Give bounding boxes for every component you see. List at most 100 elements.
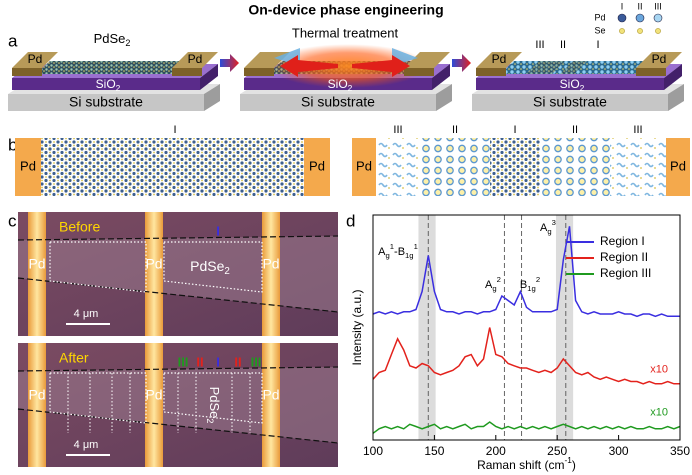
region-label: I xyxy=(513,124,516,136)
si-substrate-side xyxy=(204,84,220,111)
peak-label-part: 1 xyxy=(414,242,418,251)
pd-label: Pd xyxy=(262,256,279,272)
pd-pad-top xyxy=(244,52,290,68)
x-tick-label: 150 xyxy=(424,444,444,458)
region-label: II xyxy=(196,354,203,369)
legend-pd-atom xyxy=(635,13,645,23)
legend-label: Region I xyxy=(600,234,645,248)
material-label-part: PdSe xyxy=(207,387,222,419)
electrode-stripe xyxy=(145,343,163,467)
peak-label-part: 1 xyxy=(390,242,394,251)
shaded-band xyxy=(418,215,436,440)
pd-label: Pd xyxy=(492,52,507,66)
scale-factor-label: x10 xyxy=(650,406,668,418)
scale-bar-label: 4 μm xyxy=(74,439,99,451)
region-label: I xyxy=(173,124,176,136)
lattice xyxy=(15,138,330,196)
sio2-label-part: 2 xyxy=(580,83,585,93)
substrate-label: Si substrate xyxy=(533,94,607,110)
phase-zone xyxy=(376,138,420,196)
peak-label-part: g xyxy=(385,251,389,260)
legend-row: Se xyxy=(594,25,605,35)
pd-label: Pd xyxy=(28,52,43,66)
si-substrate xyxy=(8,94,204,111)
region-label: III xyxy=(535,39,544,51)
pd-label: Pd xyxy=(262,387,279,403)
x-axis-title: Raman shift (cm-1) xyxy=(477,455,576,472)
legend-se-atom xyxy=(637,28,643,34)
material-label: PdSe2 xyxy=(205,387,222,424)
legend-label: Region II xyxy=(600,250,648,264)
peak-label-part: A xyxy=(378,246,386,258)
region-label: III xyxy=(251,354,262,369)
legend-row: Pd xyxy=(594,12,605,22)
pd-pad-front xyxy=(12,68,42,76)
region-label: III xyxy=(178,354,189,369)
flake-edge xyxy=(17,235,339,241)
y-axis-title: Intensity (a.u.) xyxy=(350,289,364,365)
heat-arrow xyxy=(352,55,410,77)
substrate-label: Si substrate xyxy=(69,94,143,110)
peak-label-part: g xyxy=(547,227,551,236)
pd-label: Pd xyxy=(28,256,45,272)
material-label-part: PdSe xyxy=(190,258,224,274)
phase-zone xyxy=(610,138,666,196)
pd-electrode xyxy=(666,138,690,196)
material-label-part: PdSe xyxy=(94,31,126,46)
region-label: III xyxy=(633,124,642,136)
region-label: II xyxy=(452,124,458,136)
material-label-part: 2 xyxy=(205,418,215,423)
electrode-stripe xyxy=(28,212,46,336)
sio2-label-part: 2 xyxy=(348,83,353,93)
peak-label: Ag1-B1g1 xyxy=(378,242,418,260)
peak-label-part: A xyxy=(485,279,493,291)
phase-region xyxy=(526,61,565,74)
x-axis-title-part: Raman shift (cm xyxy=(477,458,564,472)
region-label: II xyxy=(560,39,566,51)
sio2-label: SiO2 xyxy=(96,77,121,93)
panel-label: b xyxy=(8,135,17,154)
pd-electrode xyxy=(352,138,376,196)
x-tick-label: 350 xyxy=(670,444,690,458)
spectrum-line xyxy=(372,421,681,434)
pd-label: Pd xyxy=(145,256,162,272)
region-label: II xyxy=(234,354,241,369)
pd-label: Pd xyxy=(28,387,45,403)
si-substrate-side xyxy=(436,84,452,111)
pdse2-film xyxy=(36,61,198,74)
electrode-stripe xyxy=(262,343,280,467)
pd-pad-top xyxy=(404,52,450,68)
legend-se-atom xyxy=(655,28,661,34)
spectrum-line xyxy=(372,327,680,385)
pd-pad-front xyxy=(404,68,434,76)
x-tick-label: 250 xyxy=(547,444,567,458)
sio2-label-part: SiO xyxy=(560,77,580,91)
process-arrow xyxy=(220,54,239,72)
channel-outline xyxy=(163,372,263,424)
x-tick-label: 200 xyxy=(486,444,506,458)
sio2-layer xyxy=(12,78,200,90)
substrate-label: Si substrate xyxy=(301,94,375,110)
x-tick-label: 100 xyxy=(363,444,383,458)
material-label: PdSe2 xyxy=(190,258,230,277)
peak-label-part: g xyxy=(492,284,496,293)
pd-pad-top xyxy=(636,52,682,68)
x-axis-title-part: ) xyxy=(572,458,576,472)
phase-zone xyxy=(490,138,540,196)
electrode-stripe xyxy=(145,212,163,336)
pd-pad-top xyxy=(476,52,522,68)
heat-glow xyxy=(268,44,428,88)
material-label-part: 2 xyxy=(224,266,229,277)
sio2-label-part: 2 xyxy=(116,83,121,93)
pd-pad-top xyxy=(12,52,58,68)
legend-column: III xyxy=(654,1,662,11)
sio2-label-part: SiO xyxy=(328,77,348,91)
shaded-band xyxy=(555,215,574,440)
peak-label-part: 3 xyxy=(552,218,556,227)
sio2-label: SiO2 xyxy=(560,77,585,93)
pd-pad-front xyxy=(636,68,666,76)
peak-label: Ag2 xyxy=(485,275,501,293)
sio2-side xyxy=(200,64,218,90)
peak-label-part: 2 xyxy=(536,275,540,284)
